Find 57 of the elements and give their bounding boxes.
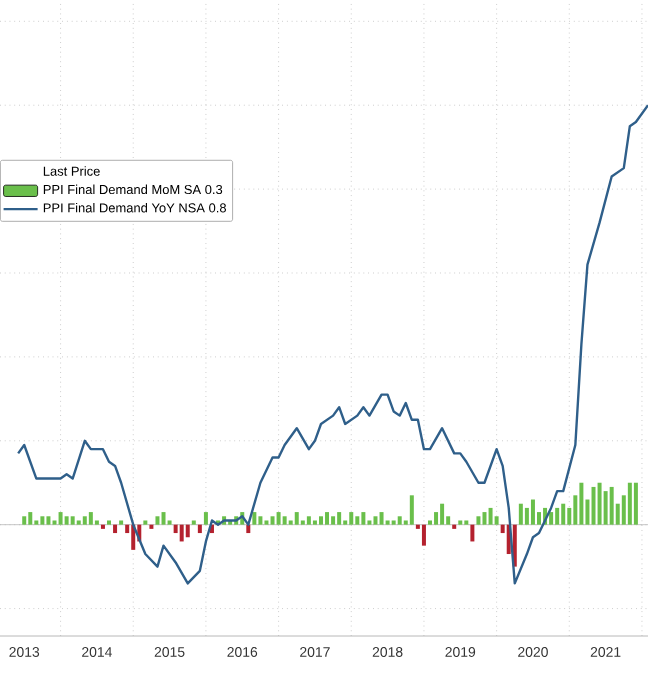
bar bbox=[440, 503, 445, 525]
bar bbox=[512, 524, 517, 567]
bar bbox=[40, 516, 45, 525]
bar bbox=[70, 516, 75, 525]
bar bbox=[155, 516, 160, 525]
bar bbox=[355, 516, 360, 525]
bar bbox=[203, 512, 208, 525]
bar bbox=[113, 524, 118, 534]
bar bbox=[349, 512, 354, 525]
bar bbox=[361, 512, 366, 525]
bar bbox=[331, 516, 336, 525]
bar bbox=[28, 512, 33, 525]
bar bbox=[409, 495, 414, 525]
bar bbox=[524, 507, 529, 525]
bar bbox=[518, 503, 523, 525]
bar bbox=[88, 512, 93, 525]
bar bbox=[46, 516, 51, 525]
bar bbox=[58, 512, 63, 525]
bar bbox=[294, 512, 299, 525]
bar bbox=[173, 524, 178, 534]
bar bbox=[397, 516, 402, 525]
bar bbox=[530, 499, 535, 525]
bar bbox=[185, 524, 190, 538]
bar bbox=[470, 524, 475, 542]
bar bbox=[591, 486, 596, 525]
bar bbox=[270, 516, 275, 525]
bar bbox=[179, 524, 184, 542]
bar bbox=[373, 516, 378, 525]
bar bbox=[561, 503, 566, 525]
bar bbox=[258, 516, 263, 525]
bar bbox=[197, 524, 202, 534]
bar bbox=[337, 512, 342, 525]
bar bbox=[64, 516, 69, 525]
bar bbox=[276, 512, 281, 525]
bar bbox=[318, 516, 323, 525]
bar bbox=[476, 516, 481, 525]
bar bbox=[421, 524, 426, 546]
bar bbox=[627, 482, 632, 525]
bar bbox=[549, 512, 554, 525]
bar bbox=[633, 482, 638, 525]
bar bbox=[282, 516, 287, 525]
bar bbox=[579, 482, 584, 525]
bar bbox=[161, 512, 166, 525]
bar bbox=[603, 491, 608, 525]
bar bbox=[325, 512, 330, 525]
bar bbox=[597, 482, 602, 525]
bar bbox=[306, 516, 311, 525]
bar bbox=[252, 512, 257, 525]
bar bbox=[22, 516, 27, 525]
bar bbox=[555, 507, 560, 525]
bar bbox=[494, 516, 499, 525]
bar bbox=[488, 507, 493, 525]
bar bbox=[609, 486, 614, 525]
bar bbox=[379, 512, 384, 525]
bar bbox=[434, 512, 439, 525]
bar bbox=[482, 512, 487, 525]
bar bbox=[82, 516, 87, 525]
